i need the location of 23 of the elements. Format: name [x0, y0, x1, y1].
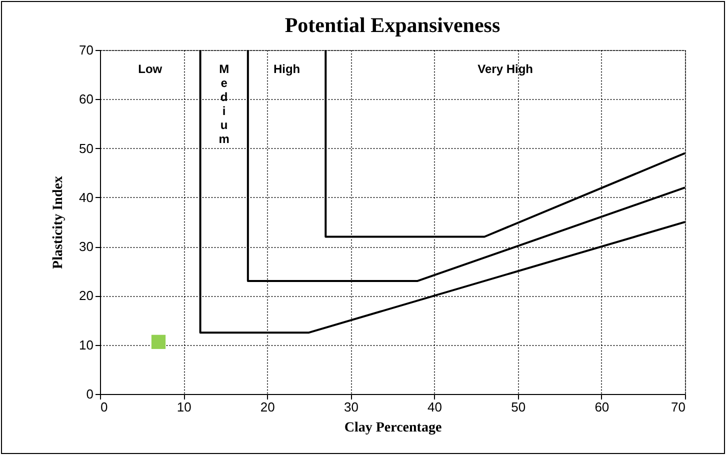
x-tick-label: 60 [594, 400, 610, 414]
x-tick-label: 20 [260, 400, 275, 414]
x-tick-label: 0 [100, 400, 108, 414]
y-tick-label: 10 [79, 337, 94, 352]
y-tick-label: 20 [79, 288, 94, 304]
y-axis-title: Plasticity Index [51, 176, 66, 269]
y-tick-label: 0 [86, 386, 94, 402]
x-tick-label: 30 [344, 400, 358, 414]
annotation: Low [138, 62, 163, 76]
x-tick-label: 40 [428, 400, 442, 414]
y-tick-label: 70 [79, 42, 94, 58]
y-tick-label: 30 [79, 239, 94, 254]
x-tick-label: 70 [671, 400, 686, 414]
y-tick-label: 60 [79, 92, 94, 107]
chart-title: Potential Expansiveness [284, 13, 500, 37]
annotation: Medium [218, 62, 230, 146]
annotation: Very High [478, 62, 533, 76]
annotation: High [273, 62, 300, 76]
x-tick-label: 10 [176, 400, 192, 414]
x-axis-title: Clay Percentage [344, 420, 442, 436]
y-tick-label: 40 [79, 190, 94, 205]
y-tick-label: 50 [79, 140, 94, 156]
x-tick-label: 50 [511, 400, 526, 414]
